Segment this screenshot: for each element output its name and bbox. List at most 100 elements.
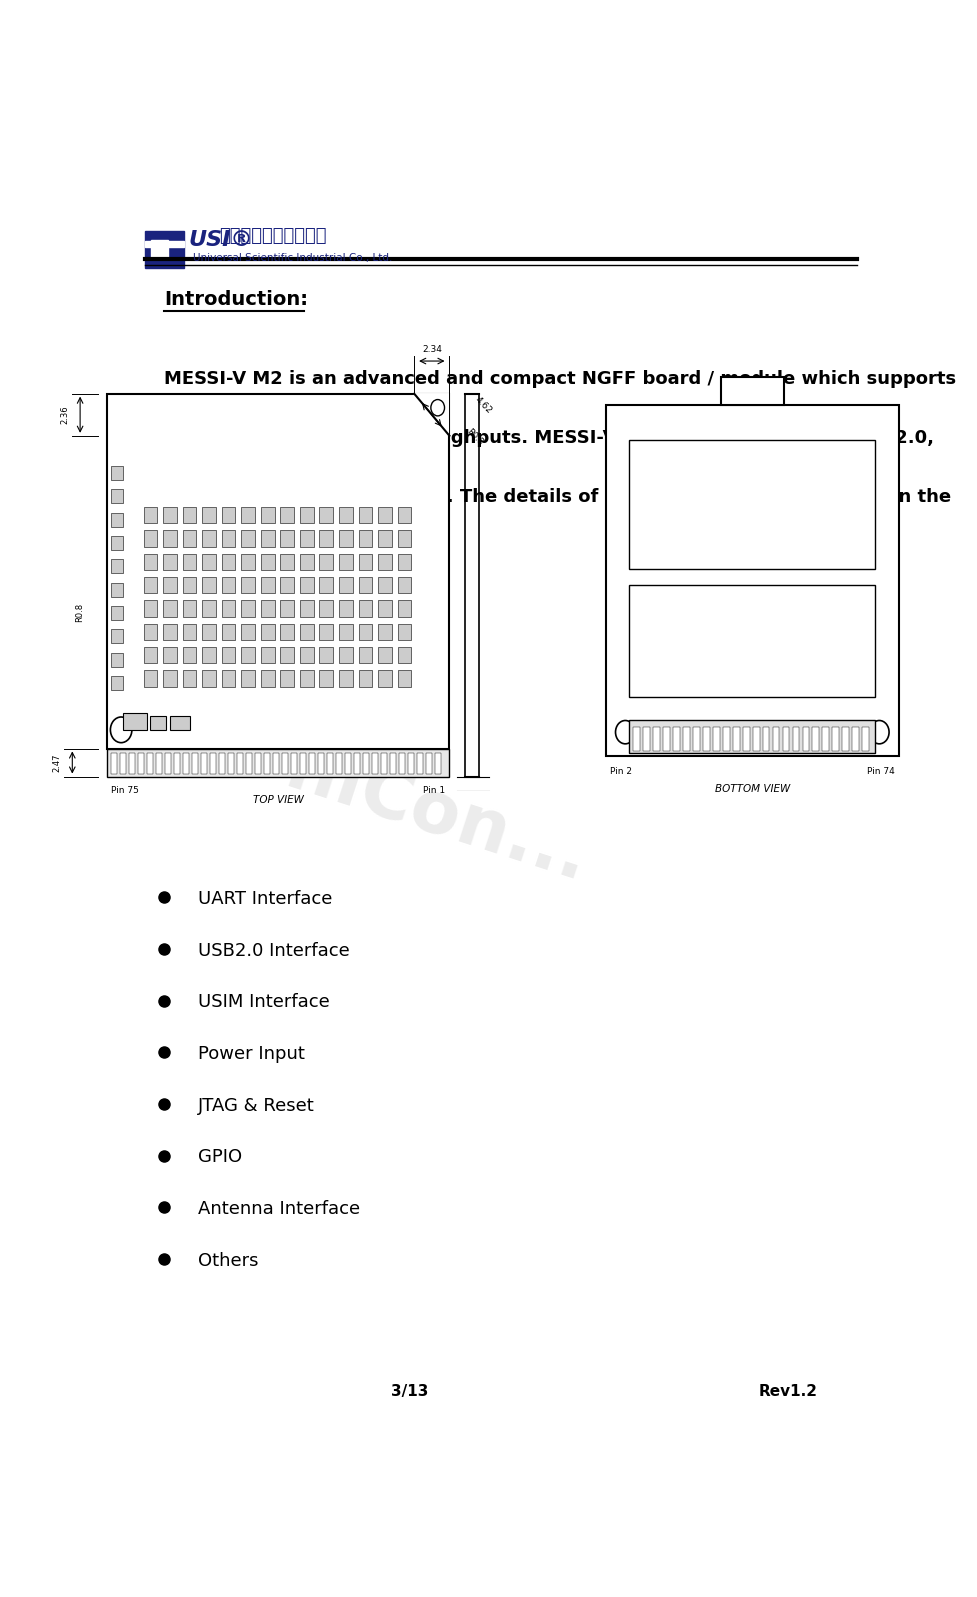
Bar [398, 624, 411, 640]
Text: MESSI-V M2 is an advanced and compact NGFF board / module which supports: MESSI-V M2 is an advanced and compact NG… [164, 371, 956, 388]
Bar [300, 554, 314, 570]
Bar [300, 754, 306, 775]
Bar [319, 671, 333, 687]
Bar [300, 600, 314, 616]
Bar [261, 530, 275, 546]
Bar [319, 600, 333, 616]
Bar [773, 728, 780, 751]
Bar [201, 754, 207, 775]
Bar [144, 577, 157, 594]
Bar [280, 624, 294, 640]
Bar [339, 647, 353, 663]
Bar [261, 554, 275, 570]
Bar [210, 754, 216, 775]
Bar [653, 728, 659, 751]
Bar [280, 647, 294, 663]
Text: 2.47: 2.47 [52, 754, 62, 771]
Bar [359, 671, 372, 687]
Bar [202, 671, 216, 687]
Bar [842, 728, 849, 751]
Bar [319, 554, 333, 570]
Bar [359, 506, 372, 524]
Bar [300, 647, 314, 663]
Bar [229, 754, 234, 775]
Bar [222, 506, 235, 524]
Text: USIM and antenna interface. The details of I/O interfaces are described in the: USIM and antenna interface. The details … [164, 489, 951, 506]
Bar [733, 728, 740, 751]
Bar [222, 577, 235, 594]
Bar [390, 754, 396, 775]
Bar [399, 754, 404, 775]
Bar [319, 754, 324, 775]
Text: 2.34: 2.34 [422, 345, 442, 355]
Bar [792, 728, 799, 751]
Text: LTE category 3 (CAT-3) throughputs. MESSI-V M2 supports for UART, USB2.0,: LTE category 3 (CAT-3) throughputs. MESS… [164, 430, 934, 447]
Bar [378, 506, 392, 524]
Bar [183, 600, 196, 616]
Bar [426, 754, 432, 775]
Text: 環陸電氣股份有限公司: 環陸電氣股份有限公司 [219, 227, 326, 244]
Text: Pin 2: Pin 2 [610, 767, 632, 776]
Bar [241, 600, 255, 616]
Bar [111, 653, 123, 668]
Bar [222, 647, 235, 663]
Bar [339, 624, 353, 640]
Bar [145, 241, 185, 248]
Text: GPIO: GPIO [198, 1148, 242, 1166]
Bar [120, 754, 126, 775]
Bar [183, 577, 196, 594]
Bar [144, 671, 157, 687]
Bar [339, 506, 353, 524]
Text: Pin 1: Pin 1 [423, 786, 446, 795]
Bar [144, 554, 157, 570]
Bar [261, 647, 275, 663]
Bar [274, 754, 279, 775]
Bar [359, 577, 372, 594]
Bar [280, 554, 294, 570]
Bar [359, 624, 372, 640]
Bar [752, 728, 759, 751]
Text: USIM Interface: USIM Interface [198, 993, 329, 1011]
Bar [111, 629, 123, 644]
Bar [381, 754, 387, 775]
Bar [219, 754, 225, 775]
Bar [398, 577, 411, 594]
Bar [111, 537, 123, 549]
Text: 3/13: 3/13 [391, 1385, 429, 1399]
Bar [339, 600, 353, 616]
Bar [174, 754, 180, 775]
Bar [202, 530, 216, 546]
Bar [192, 754, 198, 775]
Bar [148, 754, 153, 775]
Bar [150, 715, 166, 730]
Bar [237, 754, 243, 775]
Text: USI®: USI® [188, 230, 253, 249]
Bar [165, 754, 171, 775]
Bar [139, 754, 145, 775]
Bar [241, 577, 255, 594]
Bar [398, 506, 411, 524]
Text: Pin 75: Pin 75 [111, 786, 140, 795]
Bar [111, 489, 123, 503]
Bar [713, 728, 720, 751]
Bar [280, 600, 294, 616]
Bar [378, 600, 392, 616]
Bar [261, 600, 275, 616]
Bar [261, 577, 275, 594]
Bar [222, 624, 235, 640]
Bar [852, 728, 859, 751]
Bar [144, 506, 157, 524]
Bar [354, 754, 360, 775]
Bar [183, 624, 196, 640]
Text: Others: Others [198, 1252, 258, 1270]
Bar [291, 754, 297, 775]
Bar [241, 647, 255, 663]
Bar [280, 577, 294, 594]
Bar [629, 441, 875, 569]
Bar [163, 624, 177, 640]
Bar [378, 647, 392, 663]
Bar [363, 754, 369, 775]
Bar [241, 624, 255, 640]
Bar [319, 506, 333, 524]
Bar [417, 754, 423, 775]
